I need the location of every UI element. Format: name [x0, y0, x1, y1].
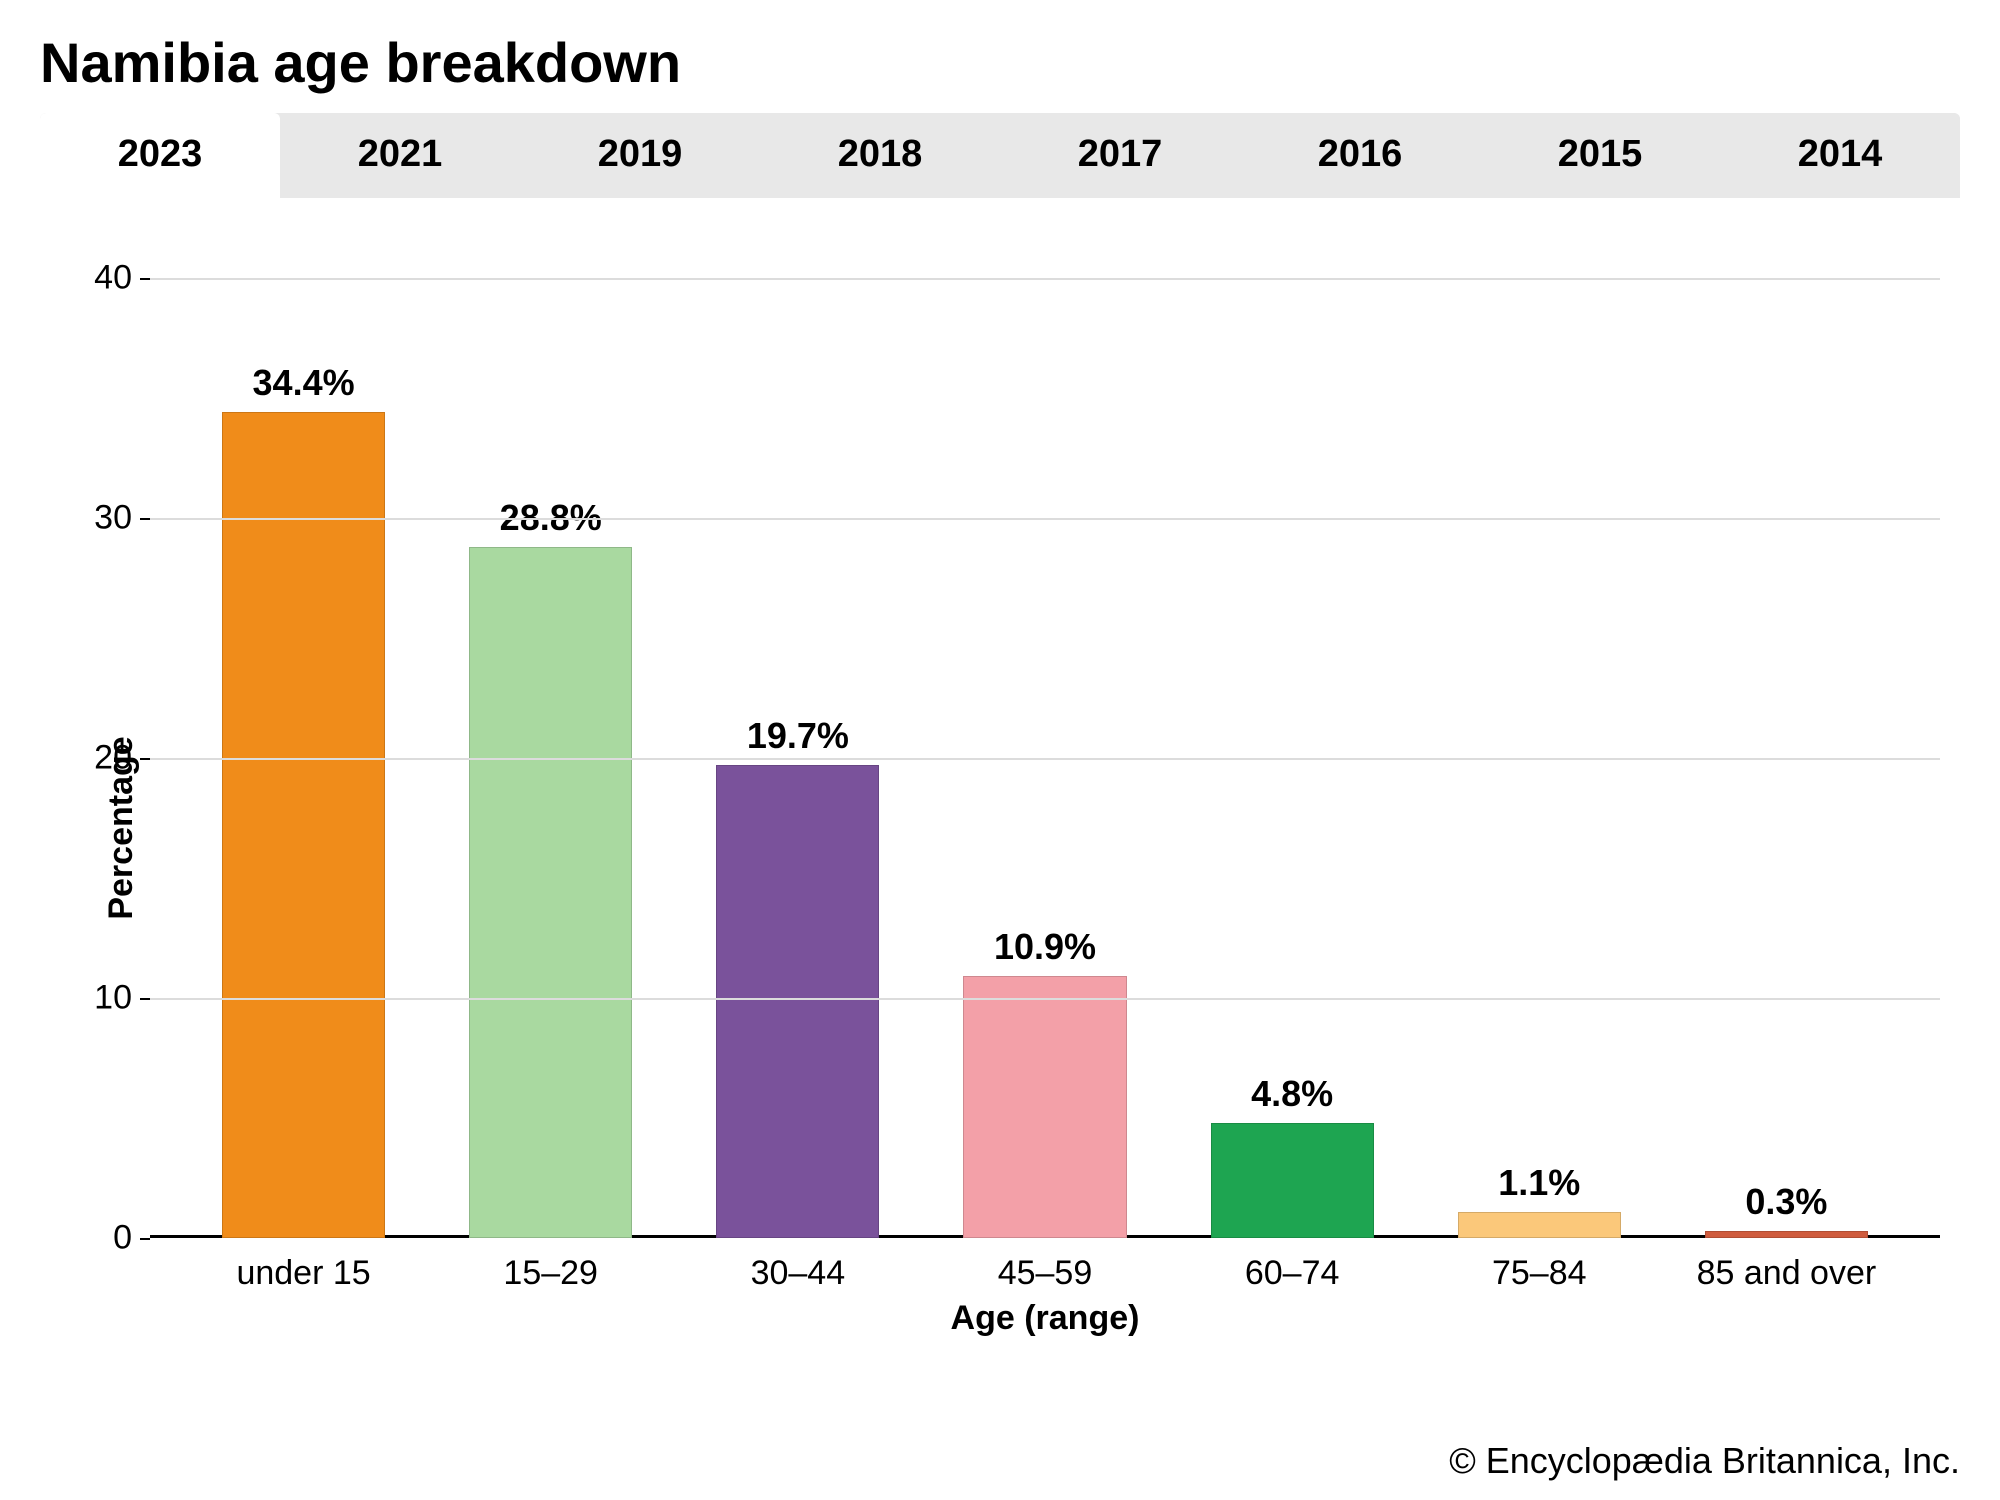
tab-2019[interactable]: 2019 [520, 113, 760, 198]
chart-area: Percentage 34.4%under 1528.8%15–2919.7%3… [40, 278, 1960, 1378]
tab-2017[interactable]: 2017 [1000, 113, 1240, 198]
y-tick-mark [140, 278, 150, 280]
tab-2014[interactable]: 2014 [1720, 113, 1960, 198]
y-tick-label: 30 [94, 499, 132, 538]
bar [469, 547, 632, 1238]
tab-2016[interactable]: 2016 [1240, 113, 1480, 198]
y-tick-label: 0 [113, 1219, 132, 1258]
y-tick-mark [140, 758, 150, 760]
tab-2021[interactable]: 2021 [280, 113, 520, 198]
bar [1705, 1231, 1868, 1238]
x-tick-label: 60–74 [1245, 1254, 1340, 1293]
y-tick-label: 10 [94, 979, 132, 1018]
bar [1211, 1123, 1374, 1238]
y-tick-label: 20 [94, 739, 132, 778]
bar-value-label: 1.1% [1498, 1162, 1580, 1204]
y-tick-mark [140, 518, 150, 520]
y-tick-mark [140, 998, 150, 1000]
gridline [150, 278, 1940, 280]
bar-value-label: 0.3% [1745, 1181, 1827, 1223]
tab-2015[interactable]: 2015 [1480, 113, 1720, 198]
x-tick-label: 75–84 [1492, 1254, 1587, 1293]
tab-2018[interactable]: 2018 [760, 113, 1000, 198]
gridline [150, 998, 1940, 1000]
year-tabs: 20232021201920182017201620152014 [40, 113, 1960, 198]
bar [1458, 1212, 1621, 1238]
tab-2023[interactable]: 2023 [40, 113, 280, 198]
gridline [150, 518, 1940, 520]
chart-title: Namibia age breakdown [40, 30, 1960, 95]
x-tick-label: 45–59 [998, 1254, 1093, 1293]
x-tick-label: under 15 [236, 1254, 370, 1293]
x-tick-label: 30–44 [751, 1254, 846, 1293]
y-tick-mark [140, 1238, 150, 1240]
bar-value-label: 19.7% [747, 715, 849, 757]
plot-region: 34.4%under 1528.8%15–2919.7%30–4410.9%45… [150, 278, 1940, 1238]
x-axis-label: Age (range) [150, 1299, 1940, 1338]
bar [222, 412, 385, 1238]
y-tick-label: 40 [94, 259, 132, 298]
bar-value-label: 10.9% [994, 926, 1096, 968]
bar [716, 765, 879, 1238]
x-tick-label: 85 and over [1697, 1254, 1877, 1293]
gridline [150, 758, 1940, 760]
bar-value-label: 4.8% [1251, 1073, 1333, 1115]
credit-text: © Encyclopædia Britannica, Inc. [1449, 1440, 1960, 1482]
bar [963, 976, 1126, 1238]
x-tick-label: 15–29 [503, 1254, 598, 1293]
bar-value-label: 34.4% [253, 362, 355, 404]
